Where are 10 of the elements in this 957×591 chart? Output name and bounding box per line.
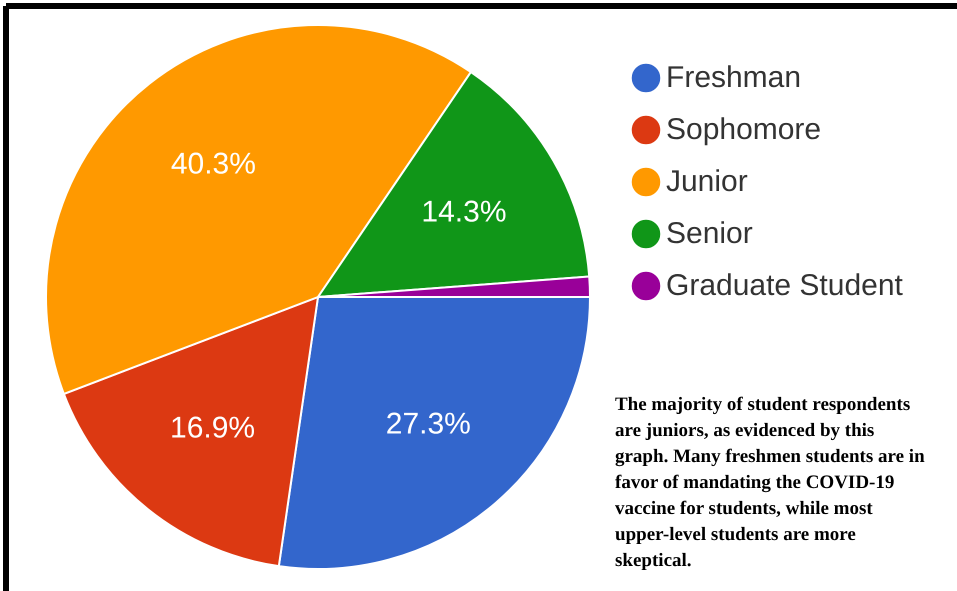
legend-label: Junior: [666, 165, 748, 198]
legend-label: Freshman: [666, 61, 802, 94]
legend-label: Graduate Student: [666, 269, 904, 302]
data-label: 14.3%: [421, 196, 506, 229]
data-label: 16.9%: [170, 412, 256, 445]
legend-label: Senior: [666, 217, 753, 250]
data-label: 27.3%: [386, 408, 471, 441]
text: The majority of student respondents are juniors, as evidenced by this graph. Many freshmen students are in favor of mandating the COVID-19 vaccine for students, while most upper-level students are more skeptical.: [615, 394, 926, 571]
data-label: 40.3%: [170, 148, 256, 181]
legend-label: Sophomore: [666, 113, 822, 146]
